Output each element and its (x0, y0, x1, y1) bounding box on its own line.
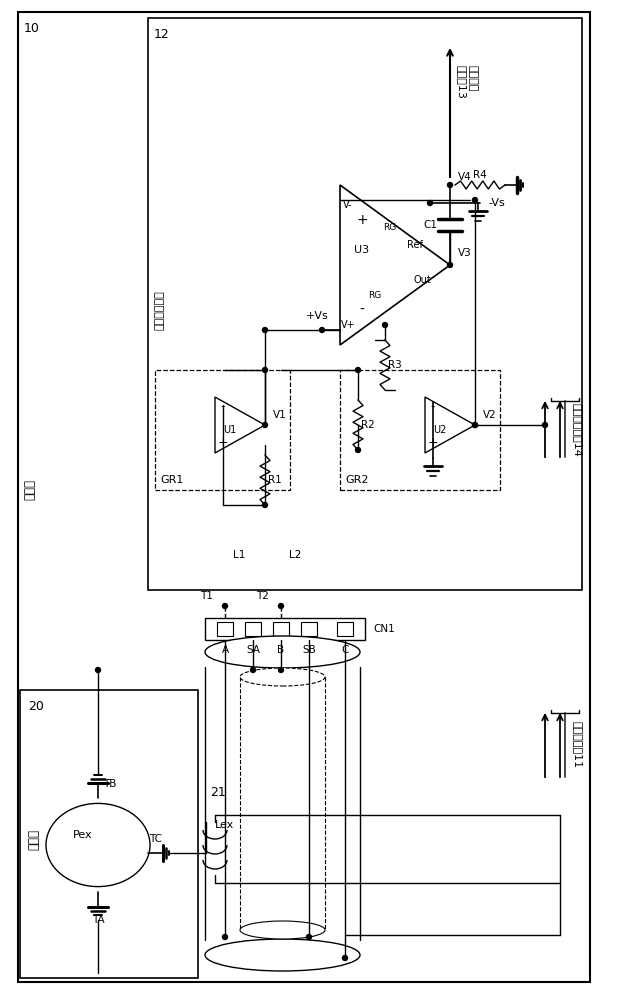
Text: C1: C1 (423, 220, 437, 230)
Text: U3: U3 (354, 245, 370, 255)
Bar (148, 18, 582, 590)
Text: C: C (341, 645, 349, 655)
Text: U2: U2 (433, 425, 447, 435)
Circle shape (447, 182, 453, 188)
Text: T2: T2 (256, 591, 269, 601)
Circle shape (96, 668, 101, 672)
Text: R1: R1 (268, 475, 282, 485)
Circle shape (342, 956, 347, 960)
Circle shape (263, 502, 267, 508)
Text: 至另检测电路14: 至另检测电路14 (572, 403, 582, 457)
Text: RG: RG (383, 223, 397, 232)
Text: V4: V4 (458, 172, 472, 182)
Text: L2: L2 (289, 550, 301, 560)
Text: -Vs: -Vs (488, 198, 504, 208)
Circle shape (356, 367, 360, 372)
Text: TA: TA (92, 915, 104, 925)
Text: +: + (356, 213, 368, 227)
Circle shape (472, 422, 478, 428)
Circle shape (447, 262, 453, 267)
Circle shape (542, 422, 547, 428)
Text: V-: V- (343, 200, 353, 210)
Text: 21: 21 (210, 786, 226, 798)
Text: 信号放大电路: 信号放大电路 (155, 290, 165, 330)
Text: 至采样保
持电路13: 至采样保 持电路13 (456, 65, 478, 99)
Text: Lex: Lex (215, 820, 234, 830)
Text: U1: U1 (223, 425, 237, 435)
Bar (217, 622, 233, 636)
Text: V2: V2 (483, 410, 497, 420)
Text: 至励磁电路11: 至励磁电路11 (572, 721, 582, 769)
Circle shape (278, 603, 283, 608)
Text: RG: RG (369, 290, 381, 300)
Circle shape (472, 422, 478, 428)
Text: +Vs: +Vs (306, 311, 328, 321)
Text: R3: R3 (388, 360, 402, 370)
Ellipse shape (240, 921, 325, 939)
Text: Pex: Pex (73, 830, 93, 840)
Bar (337, 622, 353, 636)
Text: 检测器: 检测器 (28, 830, 40, 850)
Text: +: + (218, 436, 228, 450)
Ellipse shape (205, 939, 360, 971)
Text: Ref: Ref (407, 240, 423, 250)
Text: 10: 10 (24, 22, 40, 35)
Circle shape (263, 367, 267, 372)
Text: A: A (221, 645, 229, 655)
Circle shape (263, 422, 267, 428)
Text: L1: L1 (233, 550, 246, 560)
Polygon shape (215, 397, 265, 453)
Bar (205, 618, 365, 640)
Bar (245, 622, 261, 636)
Circle shape (251, 668, 256, 672)
Text: R2: R2 (361, 420, 375, 430)
Text: -: - (221, 400, 225, 414)
Circle shape (278, 668, 283, 672)
Text: TB: TB (103, 779, 117, 789)
Ellipse shape (240, 668, 325, 686)
Text: Out: Out (413, 275, 431, 285)
Polygon shape (340, 185, 450, 345)
Text: V3: V3 (458, 248, 472, 258)
Ellipse shape (205, 636, 360, 668)
Circle shape (319, 328, 324, 332)
Polygon shape (425, 397, 475, 453)
Text: 20: 20 (28, 700, 44, 713)
Bar (301, 622, 317, 636)
Circle shape (306, 934, 312, 940)
Text: V+: V+ (340, 320, 355, 330)
Text: -: - (431, 400, 435, 414)
Bar (155, 370, 290, 490)
Bar (18, 12, 590, 982)
Text: V1: V1 (273, 410, 287, 420)
Bar (273, 622, 289, 636)
Bar (20, 690, 198, 978)
Circle shape (472, 198, 478, 202)
Circle shape (222, 934, 228, 940)
Text: CN1: CN1 (373, 624, 395, 634)
Circle shape (222, 603, 228, 608)
Text: -: - (360, 303, 365, 317)
Text: TC: TC (149, 834, 163, 844)
Circle shape (428, 200, 433, 206)
Text: 12: 12 (154, 28, 170, 41)
Text: SB: SB (302, 645, 316, 655)
Text: T1: T1 (200, 591, 213, 601)
Circle shape (356, 448, 360, 452)
Text: R4: R4 (473, 170, 487, 180)
Bar (340, 370, 500, 490)
Text: 转换器: 转换器 (24, 480, 37, 500)
Text: GR1: GR1 (160, 475, 183, 485)
Text: GR2: GR2 (345, 475, 369, 485)
Ellipse shape (46, 803, 150, 887)
Text: +: + (428, 436, 438, 450)
Text: SA: SA (246, 645, 260, 655)
Circle shape (263, 328, 267, 332)
Circle shape (383, 322, 388, 328)
Text: B: B (278, 645, 285, 655)
